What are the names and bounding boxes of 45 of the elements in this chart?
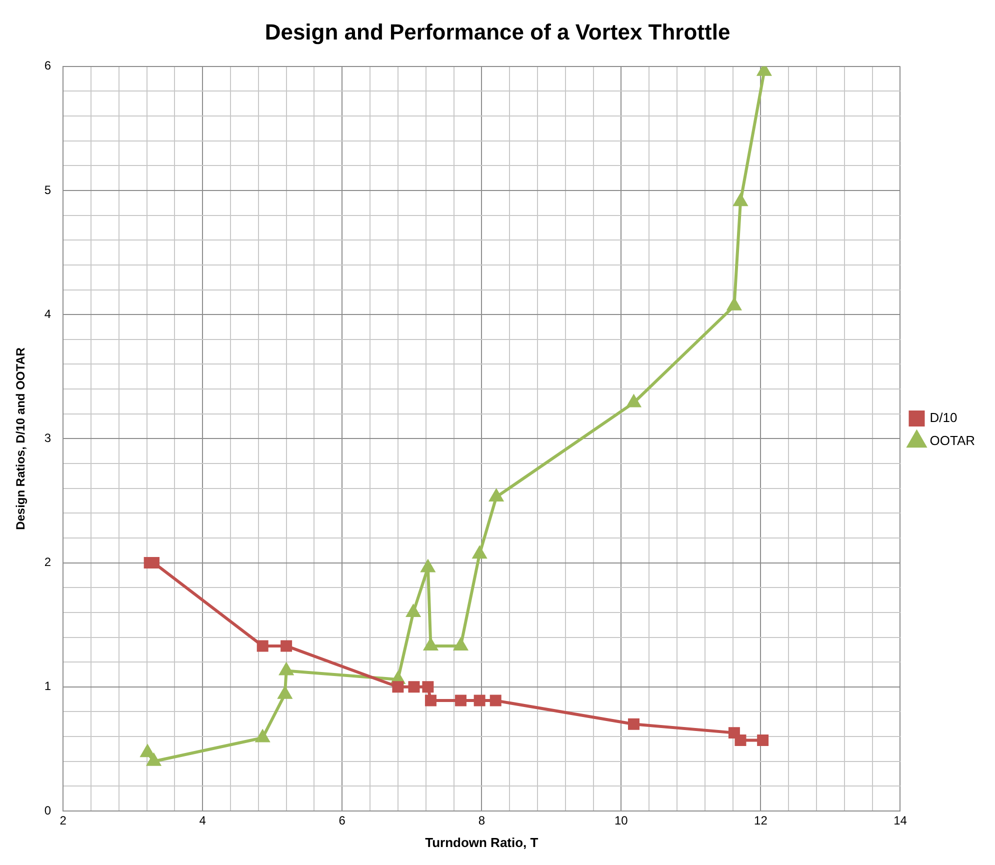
point <box>474 694 486 706</box>
x-axis-title: Turndown Ratio, T <box>425 834 538 850</box>
chart-title: Design and Performance of a Vortex Throttle <box>264 19 730 44</box>
point <box>280 663 294 676</box>
point <box>406 604 420 617</box>
point <box>734 194 748 206</box>
point <box>147 754 160 766</box>
point <box>627 395 640 408</box>
point <box>728 298 741 310</box>
x-tick-label: 12 <box>754 814 768 828</box>
point <box>490 490 504 502</box>
y-tick-label: 5 <box>44 182 52 197</box>
point <box>424 694 436 706</box>
point <box>278 686 292 699</box>
x-tick-label: 2 <box>60 814 67 828</box>
y-tick-label: 1 <box>44 679 52 694</box>
legend-label: D/10 <box>930 410 958 426</box>
x-tick-label: 10 <box>614 814 628 828</box>
y-tick-label: 0 <box>44 803 52 818</box>
point <box>454 694 466 706</box>
y-tick-label: 4 <box>44 306 52 321</box>
point <box>256 640 268 652</box>
point <box>490 694 502 706</box>
point <box>628 718 640 730</box>
x-tick-label: 6 <box>338 814 346 828</box>
y-tick-label: 3 <box>44 431 52 446</box>
point <box>422 681 434 693</box>
point <box>424 638 438 650</box>
x-tick-label: 4 <box>199 814 206 828</box>
point <box>392 681 404 693</box>
y-tick-label: 6 <box>44 58 52 73</box>
y-axis-title: Design Ratios, D/10 and OOTAR <box>14 347 28 530</box>
x-tick-label: 8 <box>478 814 486 828</box>
point <box>734 734 746 746</box>
point <box>408 681 420 693</box>
legend-label: OOTAR <box>930 433 976 448</box>
y-tick-label: 2 <box>44 555 52 570</box>
point <box>280 640 292 652</box>
point <box>140 745 154 758</box>
point <box>421 560 435 572</box>
point <box>472 546 486 559</box>
point <box>757 734 769 746</box>
point <box>256 730 270 742</box>
point <box>454 638 468 650</box>
x-tick-label: 14 <box>894 814 908 828</box>
